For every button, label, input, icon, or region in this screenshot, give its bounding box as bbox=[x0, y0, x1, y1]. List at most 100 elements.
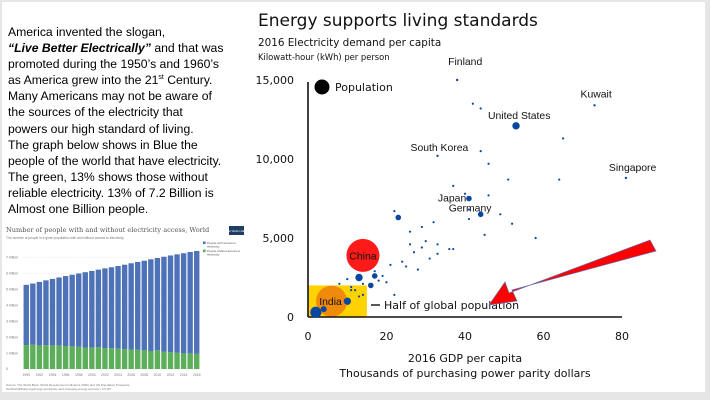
bar-without-access bbox=[187, 353, 193, 369]
mini-x-tick: 2000 bbox=[88, 373, 96, 377]
scatter-point bbox=[354, 289, 357, 292]
intro-fragment: as America grew into the 21 bbox=[8, 73, 159, 88]
mini-y-tick: 2 billion bbox=[6, 335, 18, 339]
mini-y-tick: 1 billion bbox=[6, 351, 18, 355]
country-label: South Korea bbox=[411, 143, 469, 154]
intro-fragment: Century. bbox=[163, 73, 213, 88]
scatter-point bbox=[373, 270, 376, 273]
electricity-access-chart: Number of people with and without electr… bbox=[6, 226, 247, 391]
mini-x-tick: 2012 bbox=[167, 373, 175, 377]
bar-with-access bbox=[194, 251, 200, 354]
country-label: Finland bbox=[448, 57, 482, 68]
scatter-point bbox=[479, 107, 482, 110]
scatter-point bbox=[408, 230, 412, 233]
bar-without-access bbox=[115, 348, 121, 369]
bar-without-access bbox=[56, 345, 62, 369]
bar-without-access bbox=[102, 348, 108, 369]
scatter-point bbox=[424, 240, 427, 243]
mini-legend-swatch bbox=[203, 241, 206, 245]
y-tick-label: 0 bbox=[287, 311, 294, 324]
intro-line: promoted during the 1950’s and 1960’s bbox=[8, 57, 219, 72]
bar-with-access bbox=[141, 260, 147, 351]
scatter-point bbox=[405, 265, 408, 268]
mini-source-2: OurWorldInData.org/energy-production-and… bbox=[6, 387, 111, 391]
bar-with-access bbox=[30, 283, 36, 345]
country-label: Singapore bbox=[609, 163, 657, 174]
mini-x-tick: 2002 bbox=[101, 373, 109, 377]
country-point-finland bbox=[455, 78, 459, 82]
bar-with-access bbox=[115, 265, 121, 349]
scatter-point bbox=[320, 306, 327, 313]
intro-line: “Live Better Electrically” and that was bbox=[8, 40, 258, 56]
mini-x-tick: 1998 bbox=[75, 373, 83, 377]
intro-line: Almost one Billion people. bbox=[8, 202, 149, 217]
bar-with-access bbox=[36, 281, 43, 346]
bar-without-access bbox=[161, 351, 167, 369]
scatter-point bbox=[510, 222, 514, 225]
scatter-point bbox=[420, 225, 423, 229]
country-label: Kuwait bbox=[581, 89, 612, 100]
bar-without-access bbox=[154, 350, 161, 369]
bar-with-access bbox=[108, 267, 115, 349]
superscript: st bbox=[158, 74, 164, 82]
bar-with-access bbox=[128, 263, 134, 350]
bar-without-access bbox=[194, 353, 200, 369]
scatter-point bbox=[385, 281, 388, 284]
y-tick-label: 10,000 bbox=[256, 153, 295, 166]
intro-line: reliable electricity. 13% of 7.2 Billion… bbox=[8, 185, 214, 200]
bar-without-access bbox=[141, 350, 147, 369]
bar-with-access bbox=[76, 273, 82, 347]
bar-without-access bbox=[167, 352, 174, 369]
scatter-point bbox=[346, 277, 349, 281]
mini-y-tick: 0 bbox=[6, 367, 8, 371]
country-label: Germany bbox=[449, 203, 493, 214]
intro-line: The green, 13% shows those without bbox=[8, 169, 208, 184]
bar-without-access bbox=[148, 350, 154, 369]
scatter-point bbox=[436, 243, 439, 246]
mini-x-tick: 2006 bbox=[127, 373, 135, 377]
scatter-unit: Kilowatt-hour (kWh) per person bbox=[258, 52, 390, 62]
mini-source: Source: The World Bank, World Developmen… bbox=[6, 383, 130, 387]
mini-x-tick: 1994 bbox=[49, 373, 57, 377]
y-tick-label: 5,000 bbox=[263, 232, 295, 245]
scatter-point bbox=[401, 260, 404, 263]
scatter-point bbox=[483, 233, 486, 236]
scatter-point bbox=[412, 251, 416, 254]
scatter-point bbox=[355, 273, 363, 282]
bar-with-access bbox=[89, 270, 95, 348]
bar-without-access bbox=[135, 349, 141, 369]
bar-with-access bbox=[62, 276, 69, 347]
mini-legend-label: People with access to bbox=[207, 241, 236, 245]
country-point-south-korea bbox=[436, 154, 439, 158]
scatter-point bbox=[558, 178, 561, 181]
scatter-point bbox=[467, 208, 471, 211]
intro-text: America invented the slogan, “Live Bette… bbox=[8, 24, 258, 217]
scatter-point bbox=[487, 162, 490, 165]
x-tick-label: 20 bbox=[380, 330, 394, 343]
scatter-point bbox=[408, 243, 412, 246]
bar-with-access bbox=[43, 280, 49, 346]
bar-without-access bbox=[95, 347, 102, 369]
intro-line: people of the world that have electricit… bbox=[8, 153, 222, 168]
country-point-japan bbox=[466, 195, 472, 202]
scatter-point bbox=[452, 247, 455, 251]
country-label: United States bbox=[488, 111, 550, 122]
bar-with-access bbox=[56, 277, 62, 346]
scatter-point bbox=[507, 178, 510, 181]
bar-with-access bbox=[49, 278, 56, 346]
mini-x-tick: 2016 bbox=[193, 373, 201, 377]
scatter-point bbox=[499, 213, 502, 216]
scatter-point bbox=[357, 295, 361, 298]
bar-without-access bbox=[174, 352, 180, 369]
bar-with-access bbox=[69, 274, 75, 347]
intro-line: powers our high standard of living. bbox=[8, 121, 194, 136]
bar-with-access bbox=[135, 262, 141, 350]
x-axis-title: 2016 GDP per capita bbox=[408, 352, 522, 365]
bar-without-access bbox=[108, 348, 115, 369]
bar-without-access bbox=[62, 346, 69, 369]
intro-line: The graph below shows in Blue the bbox=[8, 137, 198, 152]
mini-legend-label: electricity bbox=[207, 244, 220, 248]
half-population-annotation: Half of global population bbox=[384, 299, 519, 312]
x-axis-subtitle: Thousands of purchasing power parity dol… bbox=[338, 367, 591, 380]
country-label: Japan bbox=[438, 194, 467, 205]
